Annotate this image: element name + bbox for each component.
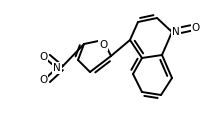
Text: O: O — [39, 75, 47, 85]
Text: N: N — [172, 27, 180, 37]
Text: O: O — [99, 40, 107, 50]
Text: O: O — [39, 52, 47, 62]
Text: O: O — [192, 23, 200, 33]
Text: N: N — [53, 63, 61, 73]
